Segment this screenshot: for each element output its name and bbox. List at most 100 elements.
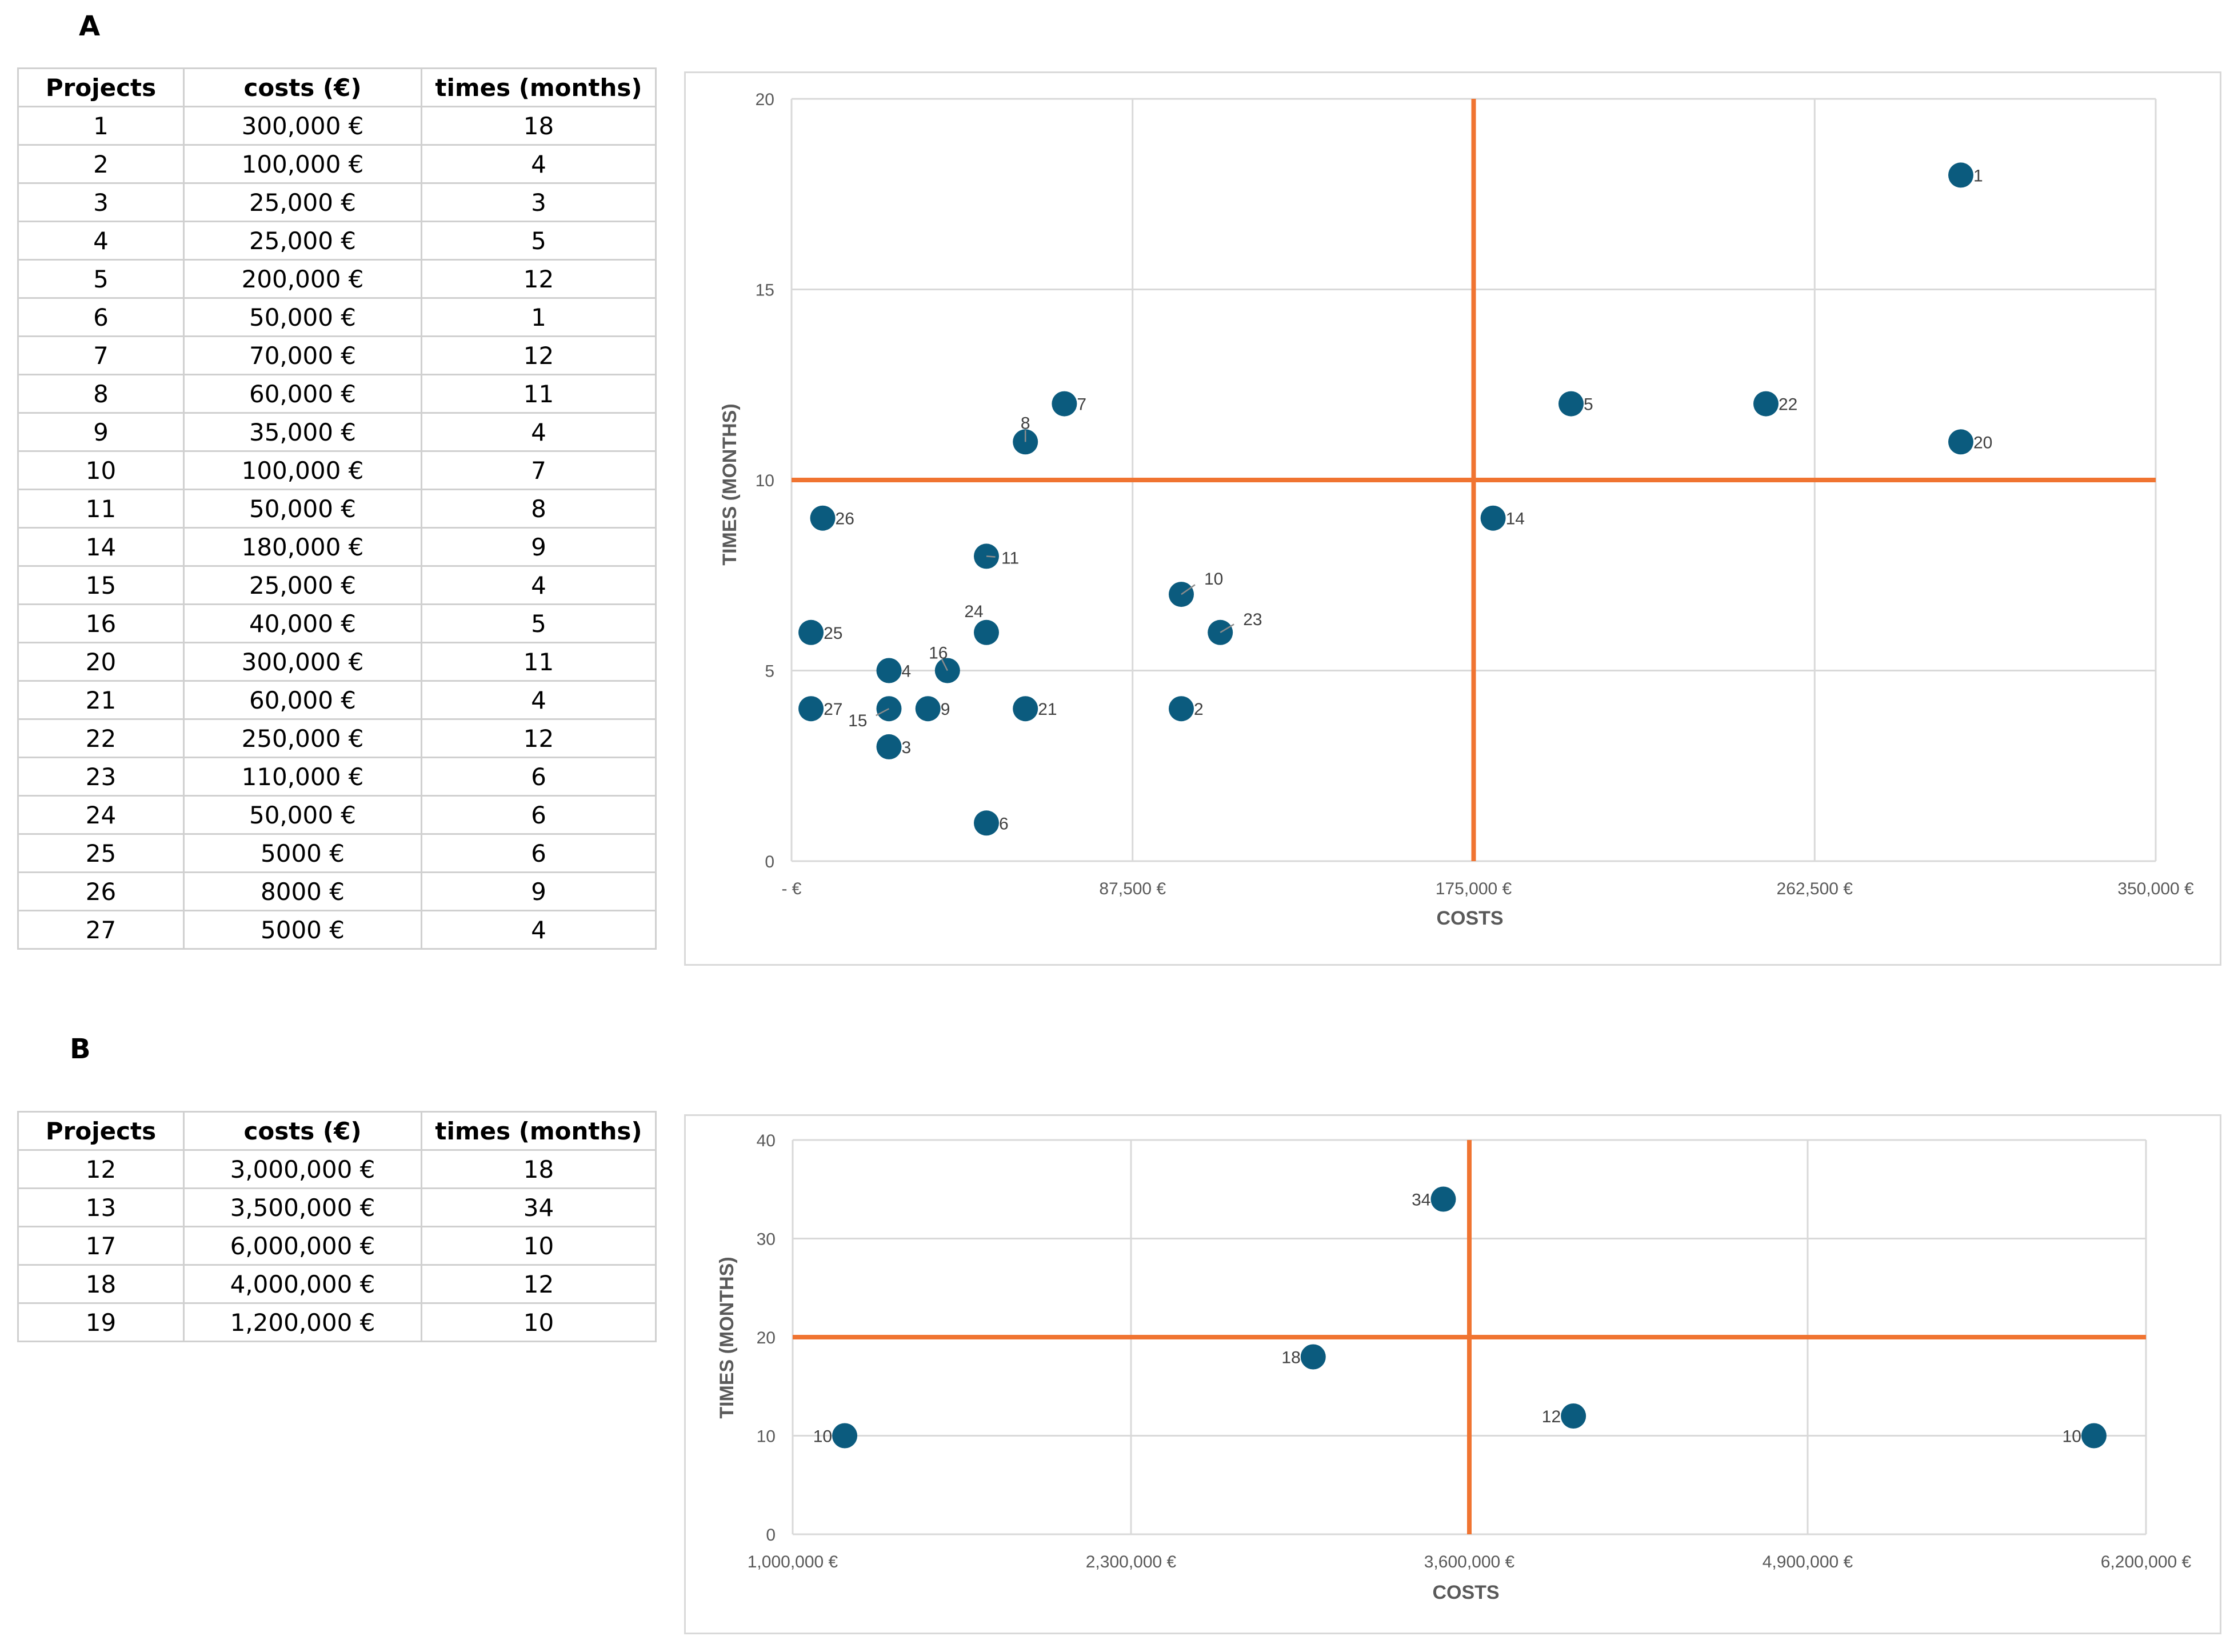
- cost-cell: 50,000 €: [183, 489, 422, 529]
- cost-cell: 100,000 €: [183, 450, 422, 490]
- x-tick-label: - €: [781, 879, 801, 898]
- project-id-cell: 13: [17, 1187, 185, 1227]
- data-point: [832, 1423, 858, 1449]
- data-point: [798, 696, 824, 722]
- table-row: 7 70,000 €12: [17, 335, 657, 375]
- leader-line: [986, 555, 996, 558]
- time-cell: 3: [421, 182, 657, 222]
- table-row: 4 25,000 €5: [17, 221, 657, 261]
- table-row: 27 5000 €4: [17, 910, 657, 950]
- table-row: 26 8000 €9: [17, 871, 657, 911]
- leader-line: [1220, 623, 1234, 633]
- chart-b: 0 10 20 30 40 1,000,000 € 2,300,000 € 3,600,000…: [716, 1131, 2192, 1603]
- table-row: 1 300,000 €18: [17, 106, 657, 146]
- time-cell: 10: [421, 1302, 657, 1342]
- table-row: 16 40,000 €5: [17, 603, 657, 643]
- x-axis-title: COSTS: [1432, 1582, 1499, 1603]
- time-cell: 1: [421, 297, 657, 337]
- data-point: [798, 619, 824, 645]
- time-cell: 6: [421, 833, 657, 873]
- cost-cell: 40,000 €: [183, 603, 422, 643]
- project-id-cell: 14: [17, 527, 185, 567]
- leader-line: [941, 659, 948, 671]
- y-tick-label: 0: [766, 1526, 776, 1545]
- project-id-cell: 1: [17, 106, 185, 146]
- point-label: 21: [1038, 700, 1057, 719]
- data-point: [1558, 391, 1584, 417]
- project-id-cell: 23: [17, 757, 185, 797]
- point-label: 25: [824, 624, 842, 643]
- project-id-cell: 7: [17, 335, 185, 375]
- table-row: 6 50,000 €1: [17, 297, 657, 337]
- point-label: 20: [1973, 433, 1992, 452]
- time-cell: 12: [421, 718, 657, 758]
- point-label: 16: [929, 644, 948, 663]
- y-tick-label: 5: [765, 662, 774, 681]
- project-id-cell: 11: [17, 489, 185, 529]
- project-id-cell: 4: [17, 221, 185, 261]
- data-point: [1052, 391, 1077, 417]
- x-axis-title: COSTS: [1436, 907, 1503, 929]
- cost-cell: 110,000 €: [183, 757, 422, 797]
- time-cell: 18: [421, 106, 657, 146]
- point-label: 10: [1204, 570, 1223, 589]
- table-row: 21 60,000 €4: [17, 680, 657, 720]
- point-label: 7: [1077, 395, 1086, 414]
- chart-b-container: 0 10 20 30 40 1,000,000 € 2,300,000 € 3,600,000…: [684, 1114, 2221, 1634]
- x-tick-label: 262,500 €: [1777, 879, 1853, 898]
- time-cell: 12: [421, 335, 657, 375]
- y-tick-label: 40: [757, 1131, 776, 1150]
- time-cell: 18: [421, 1149, 657, 1189]
- x-tick-label: 350,000 €: [2117, 879, 2194, 898]
- time-cell: 4: [421, 565, 657, 605]
- data-point: [974, 619, 999, 645]
- point-label: 12: [1542, 1407, 1561, 1426]
- table-header-row: Projects costs (€) times (months): [17, 1111, 657, 1151]
- time-cell: 12: [421, 259, 657, 299]
- time-cell: 5: [421, 221, 657, 261]
- table-row: 3 25,000 €3: [17, 182, 657, 222]
- point-label: 23: [1243, 610, 1262, 629]
- project-id-cell: 18: [17, 1264, 185, 1304]
- table-row: 10 100,000 €7: [17, 450, 657, 490]
- y-tick-label: 0: [765, 853, 774, 871]
- table-row: 8 60,000 €11: [17, 374, 657, 414]
- cost-cell: 180,000 €: [183, 527, 422, 567]
- point-label: 10: [2063, 1427, 2081, 1446]
- point-label: 4: [902, 662, 912, 681]
- table-row: 20 300,000 €11: [17, 642, 657, 682]
- point-label: 34: [1412, 1191, 1430, 1210]
- cost-cell: 60,000 €: [183, 680, 422, 720]
- table-row: 11 50,000 €8: [17, 489, 657, 529]
- column-header: costs (€): [183, 67, 422, 107]
- cost-cell: 50,000 €: [183, 297, 422, 337]
- point-label: 26: [836, 510, 854, 529]
- time-cell: 4: [421, 144, 657, 184]
- time-cell: 12: [421, 1264, 657, 1304]
- time-cell: 5: [421, 603, 657, 643]
- data-point: [934, 658, 960, 683]
- column-header: times (months): [421, 1111, 657, 1151]
- table-row: 14 180,000 €9: [17, 527, 657, 567]
- x-tick-label: 4,900,000 €: [1763, 1553, 1853, 1571]
- point-label: 9: [941, 700, 950, 719]
- point-label: 3: [902, 738, 912, 757]
- project-id-cell: 21: [17, 680, 185, 720]
- point-label: 24: [964, 602, 983, 621]
- project-id-cell: 2: [17, 144, 185, 184]
- x-tick-label: 6,200,000 €: [2101, 1553, 2192, 1571]
- time-cell: 6: [421, 795, 657, 835]
- projects-table-b: Projects costs (€) times (months) 12 3,000,…: [17, 1111, 657, 1342]
- table-row: 25 5000 €6: [17, 833, 657, 873]
- time-cell: 10: [421, 1226, 657, 1266]
- x-tick-label: 3,600,000 €: [1424, 1553, 1515, 1571]
- table-row: 22 250,000 €12: [17, 718, 657, 758]
- data-point: [1169, 696, 1194, 722]
- project-id-cell: 22: [17, 718, 185, 758]
- point-label: 1: [1973, 166, 1983, 185]
- point-label: 22: [1779, 395, 1797, 414]
- table-row: 18 4,000,000 €12: [17, 1264, 657, 1304]
- project-id-cell: 5: [17, 259, 185, 299]
- panel-b-label: B: [70, 1033, 91, 1065]
- cost-cell: 60,000 €: [183, 374, 422, 414]
